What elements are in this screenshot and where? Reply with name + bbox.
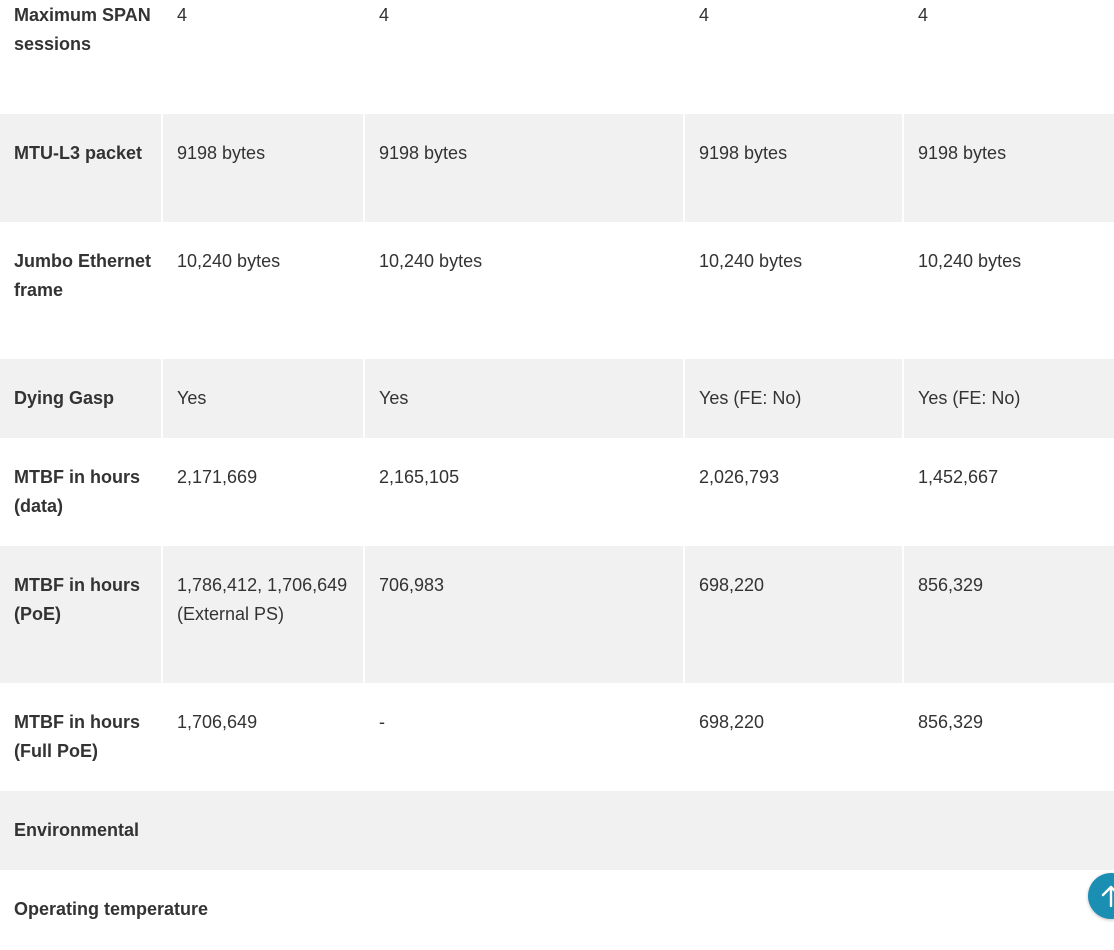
section-row-operating-temperature: Operating temperature — [0, 870, 1114, 950]
row-label: MTBF in hours (Full PoE) — [0, 683, 161, 791]
table-row: MTBF in hours (data) 2,171,669 2,165,105… — [0, 438, 1114, 546]
table-cell: 10,240 bytes — [363, 222, 683, 359]
arrow-up-icon — [1101, 885, 1114, 908]
table-cell: 10,240 bytes — [902, 222, 1114, 359]
table-cell: 4 — [902, 0, 1114, 114]
table-cell: 2,165,105 — [363, 438, 683, 546]
table-cell: 9198 bytes — [902, 114, 1114, 222]
table-cell: Yes (FE: No) — [902, 359, 1114, 438]
section-row-environmental: Environmental — [0, 791, 1114, 870]
table-cell: Yes — [363, 359, 683, 438]
section-heading: Environmental — [0, 791, 1114, 870]
table-cell: 9198 bytes — [363, 114, 683, 222]
table-row: MTBF in hours (Full PoE) 1,706,649 - 698… — [0, 683, 1114, 791]
row-label: Maximum SPAN sessions — [0, 0, 161, 114]
table-row: MTBF in hours (PoE) 1,786,412, 1,706,649… — [0, 546, 1114, 683]
table-cell: - — [363, 683, 683, 791]
table-cell: 1,706,649 — [161, 683, 363, 791]
table-cell: 4 — [161, 0, 363, 114]
table-cell: Yes — [161, 359, 363, 438]
table-row: Maximum SPAN sessions 4 4 4 4 — [0, 0, 1114, 114]
table-row: Dying Gasp Yes Yes Yes (FE: No) Yes (FE:… — [0, 359, 1114, 438]
section-heading: Operating temperature — [0, 870, 1114, 950]
table-cell: 10,240 bytes — [161, 222, 363, 359]
table-cell: 1,786,412, 1,706,649 (External PS) — [161, 546, 363, 683]
table-cell: Yes (FE: No) — [683, 359, 902, 438]
row-label: MTBF in hours (data) — [0, 438, 161, 546]
row-label: MTBF in hours (PoE) — [0, 546, 161, 683]
row-label: Dying Gasp — [0, 359, 161, 438]
table-row: Jumbo Ethernet frame 10,240 bytes 10,240… — [0, 222, 1114, 359]
row-label: Jumbo Ethernet frame — [0, 222, 161, 359]
table-cell: 4 — [683, 0, 902, 114]
table-cell: 2,171,669 — [161, 438, 363, 546]
table-cell: 856,329 — [902, 546, 1114, 683]
table-cell: 9198 bytes — [683, 114, 902, 222]
table-cell: 1,452,667 — [902, 438, 1114, 546]
table-cell: 2,026,793 — [683, 438, 902, 546]
table-cell: 9198 bytes — [161, 114, 363, 222]
table-cell: 698,220 — [683, 683, 902, 791]
table-cell: 4 — [363, 0, 683, 114]
table-cell: 706,983 — [363, 546, 683, 683]
table-row: MTU-L3 packet 9198 bytes 9198 bytes 9198… — [0, 114, 1114, 222]
table-cell: 856,329 — [902, 683, 1114, 791]
row-label: MTU-L3 packet — [0, 114, 161, 222]
table-cell: 698,220 — [683, 546, 902, 683]
table-cell: 10,240 bytes — [683, 222, 902, 359]
